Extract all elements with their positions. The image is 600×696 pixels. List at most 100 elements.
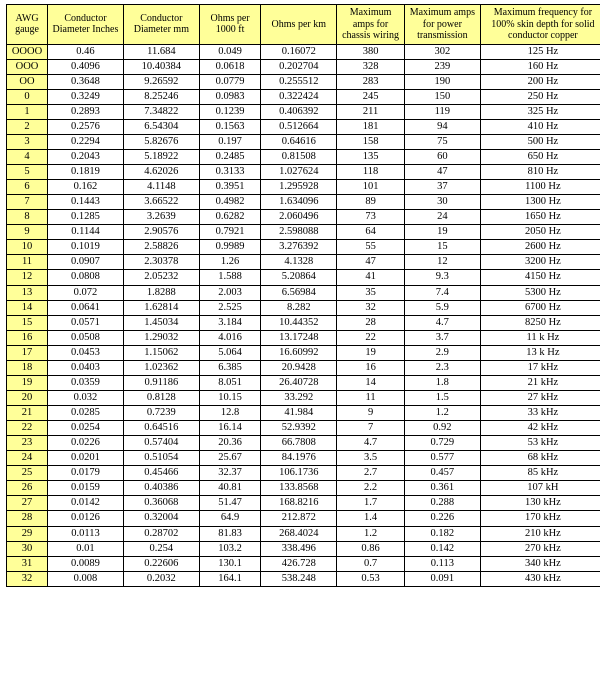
data-cell: 810 Hz — [480, 165, 600, 180]
data-cell: 24 — [404, 210, 480, 225]
data-cell: 125 Hz — [480, 44, 600, 59]
data-cell: 6.54304 — [123, 119, 199, 134]
table-row: 250.01790.4546632.37106.17362.70.45785 k… — [7, 466, 600, 481]
table-row: 120.08082.052321.5885.20864419.34150 Hz — [7, 270, 600, 285]
table-row: 140.06411.628142.5258.282325.96700 Hz — [7, 300, 600, 315]
gauge-cell: 31 — [7, 556, 48, 571]
data-cell: 0.92 — [404, 421, 480, 436]
data-cell: 340 kHz — [480, 556, 600, 571]
gauge-cell: 11 — [7, 255, 48, 270]
data-cell: 338.496 — [261, 541, 337, 556]
data-cell: 2.90576 — [123, 225, 199, 240]
data-cell: 0.0453 — [48, 345, 124, 360]
data-cell: 2.598088 — [261, 225, 337, 240]
data-cell: 101 — [337, 180, 405, 195]
gauge-cell: 27 — [7, 496, 48, 511]
data-cell: 106.1736 — [261, 466, 337, 481]
data-cell: 19 — [404, 225, 480, 240]
data-cell: 2.05232 — [123, 270, 199, 285]
data-cell: 0.0907 — [48, 255, 124, 270]
data-cell: 4.1328 — [261, 255, 337, 270]
col-header-5: Maximum amps for chassis wiring — [337, 5, 405, 45]
data-cell: 1100 Hz — [480, 180, 600, 195]
table-row: 130.0721.82882.0036.56984357.45300 Hz — [7, 285, 600, 300]
data-cell: 8.282 — [261, 300, 337, 315]
data-cell: 10.44352 — [261, 315, 337, 330]
table-row: 00.32498.252460.09830.322424245150250 Hz — [7, 89, 600, 104]
data-cell: 51.47 — [199, 496, 261, 511]
data-cell: 2600 Hz — [480, 240, 600, 255]
table-header-row: AWG gaugeConductor Diameter InchesConduc… — [7, 5, 600, 45]
data-cell: 0.361 — [404, 481, 480, 496]
data-cell: 68 kHz — [480, 451, 600, 466]
table-row: 150.05711.450343.18410.44352284.78250 Hz — [7, 315, 600, 330]
gauge-cell: 9 — [7, 225, 48, 240]
col-header-4: Ohms per km — [261, 5, 337, 45]
data-cell: 11.684 — [123, 44, 199, 59]
gauge-cell: 30 — [7, 541, 48, 556]
data-cell: 0.2893 — [48, 104, 124, 119]
table-row: 190.03590.911868.05126.40728141.821 kHz — [7, 375, 600, 390]
data-cell: 0.9989 — [199, 240, 261, 255]
data-cell: 118 — [337, 165, 405, 180]
data-cell: 0.0508 — [48, 330, 124, 345]
data-cell: 4.1148 — [123, 180, 199, 195]
data-cell: 60 — [404, 149, 480, 164]
gauge-cell: 21 — [7, 406, 48, 421]
data-cell: 20.9428 — [261, 360, 337, 375]
gauge-cell: 26 — [7, 481, 48, 496]
data-cell: 5.20864 — [261, 270, 337, 285]
data-cell: 25.67 — [199, 451, 261, 466]
data-cell: 119 — [404, 104, 480, 119]
data-cell: 0.2576 — [48, 119, 124, 134]
data-cell: 2.060496 — [261, 210, 337, 225]
data-cell: 2.003 — [199, 285, 261, 300]
data-cell: 0.0201 — [48, 451, 124, 466]
table-row: 220.02540.6451616.1452.939270.9242 kHz — [7, 421, 600, 436]
table-row: 280.01260.3200464.9212.8721.40.226170 kH… — [7, 511, 600, 526]
data-cell: 0.049 — [199, 44, 261, 59]
data-cell: 0.197 — [199, 134, 261, 149]
gauge-cell: 8 — [7, 210, 48, 225]
data-cell: 0.577 — [404, 451, 480, 466]
data-cell: 4.7 — [404, 315, 480, 330]
data-cell: 0.40386 — [123, 481, 199, 496]
data-cell: 1.588 — [199, 270, 261, 285]
data-cell: 89 — [337, 195, 405, 210]
data-cell: 0.113 — [404, 556, 480, 571]
data-cell: 0.091 — [404, 571, 480, 586]
data-cell: 0.51054 — [123, 451, 199, 466]
data-cell: 13 k Hz — [480, 345, 600, 360]
data-cell: 64 — [337, 225, 405, 240]
data-cell: 0.0113 — [48, 526, 124, 541]
data-cell: 0.0359 — [48, 375, 124, 390]
data-cell: 3.2639 — [123, 210, 199, 225]
data-cell: 0.512664 — [261, 119, 337, 134]
data-cell: 15 — [404, 240, 480, 255]
data-cell: 5300 Hz — [480, 285, 600, 300]
gauge-cell: 1 — [7, 104, 48, 119]
data-cell: 53 kHz — [480, 436, 600, 451]
data-cell: 1.5 — [404, 390, 480, 405]
data-cell: 410 Hz — [480, 119, 600, 134]
gauge-cell: 5 — [7, 165, 48, 180]
col-header-0: AWG gauge — [7, 5, 48, 45]
data-cell: 0.01 — [48, 541, 124, 556]
data-cell: 14 — [337, 375, 405, 390]
data-cell: 0.0159 — [48, 481, 124, 496]
gauge-cell: OO — [7, 74, 48, 89]
table-row: 260.01590.4038640.81133.85682.20.361107 … — [7, 481, 600, 496]
data-cell: 0.1239 — [199, 104, 261, 119]
data-cell: 11 k Hz — [480, 330, 600, 345]
table-row: 180.04031.023626.38520.9428162.317 kHz — [7, 360, 600, 375]
data-cell: 1650 Hz — [480, 210, 600, 225]
data-cell: 2.58826 — [123, 240, 199, 255]
data-cell: 0.7 — [337, 556, 405, 571]
data-cell: 52.9392 — [261, 421, 337, 436]
data-cell: 16.14 — [199, 421, 261, 436]
data-cell: 250 Hz — [480, 89, 600, 104]
data-cell: 64.9 — [199, 511, 261, 526]
data-cell: 21 kHz — [480, 375, 600, 390]
data-cell: 0.1019 — [48, 240, 124, 255]
data-cell: 1.295928 — [261, 180, 337, 195]
